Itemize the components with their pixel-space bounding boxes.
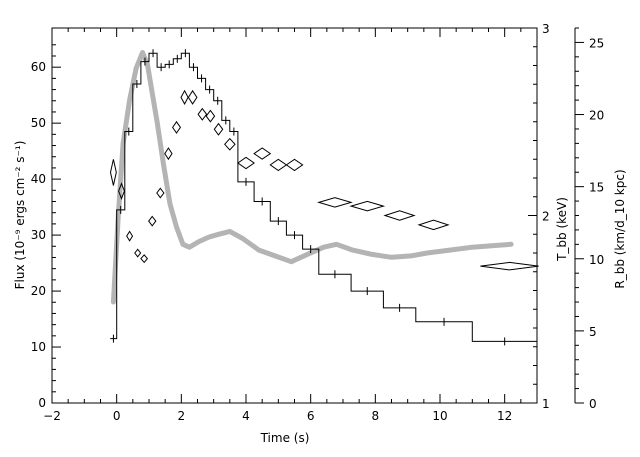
temperature-diamond	[109, 159, 117, 186]
radius-tick-label: 0	[589, 397, 597, 411]
flux-histogram-layer	[110, 49, 537, 346]
radius-tick-label: 25	[589, 36, 604, 50]
left-flux-axis: 0 10 20 30 40 50 60	[31, 44, 61, 410]
x-axis-label: Time (s)	[260, 431, 310, 445]
x-tick-label: 12	[497, 409, 512, 423]
y-tick-label: 60	[31, 60, 46, 74]
temperature-diamond	[480, 261, 539, 271]
temperature-diamond	[180, 89, 189, 105]
temperature-diamond	[156, 187, 165, 199]
temperature-diamond	[269, 158, 288, 172]
temperature-diamond	[164, 147, 173, 161]
temperature-diamond	[224, 137, 236, 151]
temperature-tick-label: 2	[542, 210, 550, 224]
radius-tick-label: 10	[589, 253, 604, 267]
temperature-diamond	[148, 215, 157, 227]
y-tick-label: 20	[31, 284, 46, 298]
temperature-diamond	[126, 230, 134, 242]
temperature-diamond	[253, 147, 272, 160]
temperature-diamond	[134, 248, 142, 258]
radius-curve	[110, 50, 514, 305]
radius-axis: 0 5 10 15 20 25	[574, 27, 604, 411]
y-tick-label: 0	[38, 396, 46, 410]
x-tick-label: −2	[43, 409, 61, 423]
y-tick-label: 10	[31, 340, 46, 354]
temperature-diamond	[171, 120, 182, 134]
plot-frame	[51, 27, 538, 404]
temperature-tick-label: 1	[542, 397, 550, 411]
x-tick-label: 10	[432, 409, 447, 423]
temperature-diamond	[285, 158, 304, 172]
y-tick-label: 40	[31, 172, 46, 186]
radius-axis-label: R_bb (km/d_10 kpc)	[613, 169, 627, 288]
flux-histogram	[110, 52, 537, 342]
temperature-diamond-layer	[109, 89, 539, 271]
temperature-axis: 1 2 3	[528, 22, 550, 411]
temperature-diamond	[140, 254, 149, 264]
x-tick-label: 4	[242, 409, 250, 423]
x-tick-label: 8	[372, 409, 380, 423]
radius-tick-label: 5	[589, 325, 597, 339]
bottom-time-axis: −2 0 2 4 6 8 10 12	[43, 28, 538, 423]
temperature-diamond	[187, 89, 198, 105]
temperature-diamond	[237, 156, 255, 170]
temperature-diamond	[205, 109, 216, 123]
temperature-diamond	[417, 219, 450, 231]
x-tick-label: 2	[178, 409, 186, 423]
y-tick-label: 50	[31, 116, 46, 130]
radius-curve-layer	[110, 50, 514, 305]
temperature-diamond	[317, 197, 353, 208]
temperature-tick-label: 3	[542, 22, 550, 36]
temperature-axis-label: T_bb (keV)	[555, 197, 569, 262]
temperature-diamond	[197, 107, 208, 121]
y-tick-label: 30	[31, 228, 46, 242]
radius-tick-label: 20	[589, 109, 604, 123]
temperature-diamond	[213, 122, 224, 136]
x-tick-label: 0	[113, 409, 121, 423]
temperature-diamond	[383, 210, 416, 221]
y-axis-label: Flux (10⁻⁹ ergs cm⁻² s⁻¹)	[13, 141, 27, 290]
radius-tick-label: 15	[589, 181, 604, 195]
x-tick-label: 6	[307, 409, 315, 423]
temperature-diamond	[349, 200, 386, 212]
